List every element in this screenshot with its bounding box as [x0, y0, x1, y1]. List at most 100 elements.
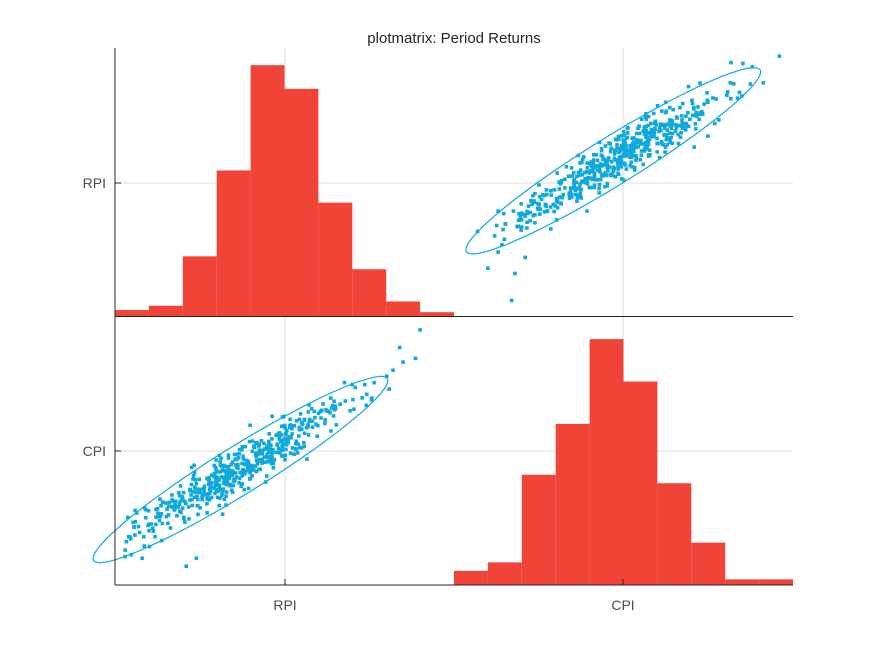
scatter-point — [173, 499, 178, 503]
scatter-point — [180, 495, 184, 499]
scatter-point — [267, 446, 272, 451]
scatter-point — [330, 406, 334, 410]
scatter-point — [155, 506, 160, 511]
scatter-point — [670, 131, 675, 136]
scatter-point — [621, 178, 626, 182]
scatter-point — [184, 501, 188, 506]
scatter-point — [589, 160, 594, 164]
scatter-point — [583, 176, 587, 181]
scatter-point — [154, 522, 158, 527]
scatter-point — [159, 503, 163, 508]
scatter-point — [525, 211, 530, 216]
scatter-point — [278, 451, 282, 455]
scatter-point — [592, 171, 596, 175]
scatter-point — [397, 345, 402, 350]
scatter-point — [252, 444, 256, 448]
scatter-point — [189, 482, 194, 487]
scatter-point — [224, 476, 228, 480]
scatter-point — [728, 81, 733, 85]
scatter-point — [290, 446, 295, 450]
scatter-point — [131, 520, 135, 525]
scatter-point — [219, 456, 223, 461]
scatter-point — [159, 538, 164, 543]
scatter-point — [683, 121, 687, 126]
scatter-point — [240, 468, 245, 473]
scatter-point — [690, 98, 694, 103]
scatter-point — [616, 167, 620, 171]
scatter-point — [638, 142, 643, 146]
scatter-point — [544, 188, 549, 192]
scatter-point — [637, 124, 641, 128]
scatter-point — [209, 495, 214, 500]
scatter-point — [254, 454, 258, 459]
scatter-point — [292, 424, 297, 428]
scatter-point — [302, 441, 306, 445]
scatter-point — [619, 177, 624, 181]
scatter-point — [384, 374, 389, 379]
scatter-point — [583, 170, 587, 175]
scatter-point — [625, 153, 630, 158]
scatter-point — [592, 185, 597, 190]
scatter-point — [232, 452, 237, 457]
scatter-point — [181, 490, 186, 495]
scatter-point — [246, 465, 250, 469]
scatter-point — [297, 427, 302, 432]
scatter-point — [574, 174, 579, 179]
histogram-bar — [555, 423, 590, 585]
scatter-point — [542, 210, 547, 214]
scatter-point — [286, 440, 291, 445]
scatter-point — [208, 489, 213, 493]
scatter-point — [342, 380, 347, 385]
scatter-point — [573, 188, 578, 193]
scatter-point — [236, 456, 241, 460]
scatter-point — [569, 166, 574, 170]
confidence-ellipse — [465, 67, 762, 255]
scatter-point — [334, 423, 339, 427]
scatter-point — [142, 535, 146, 539]
scatter-point — [212, 486, 217, 491]
scatter-point — [329, 429, 333, 433]
scatter-point — [260, 448, 265, 453]
scatter-point — [142, 544, 146, 548]
scatter-point — [229, 469, 234, 473]
scatter-point — [255, 462, 260, 466]
axes — [114, 48, 793, 586]
scatter-point — [616, 159, 620, 164]
scatter-point — [168, 526, 173, 530]
scatter-point — [173, 502, 177, 507]
scatter-point — [180, 506, 185, 510]
scatter-point — [218, 496, 222, 500]
scatter-point — [533, 221, 537, 225]
scatter-point — [578, 187, 583, 192]
scatter-point — [612, 152, 617, 156]
scatter-point — [133, 508, 137, 513]
scatter-point — [214, 458, 218, 462]
scatter-point — [233, 471, 238, 475]
scatter-point — [226, 467, 230, 472]
scatter-point — [522, 212, 526, 217]
scatter-point — [193, 478, 198, 482]
scatter-point — [531, 193, 535, 198]
scatter-point — [194, 481, 199, 486]
scatter-point — [702, 102, 706, 106]
scatter-point — [324, 408, 328, 412]
scatter-point — [502, 237, 507, 242]
scatter-point — [674, 126, 679, 130]
scatter-point — [644, 117, 649, 121]
scatter-point — [248, 476, 253, 481]
scatter-point — [306, 422, 310, 427]
scatter-point — [290, 426, 294, 431]
scatter-point — [606, 168, 610, 173]
scatter-point — [208, 484, 213, 488]
scatter-point — [283, 453, 287, 458]
scatter-point — [680, 114, 684, 118]
scatter-point — [652, 111, 656, 116]
scatter-point — [655, 141, 659, 146]
scatter-point — [343, 399, 348, 403]
scatter-point — [706, 100, 710, 104]
scatter-point — [220, 512, 225, 516]
scatter-point — [597, 140, 602, 145]
scatter-point — [551, 202, 555, 207]
scatter-point — [214, 469, 219, 473]
histogram-bar — [420, 312, 454, 317]
